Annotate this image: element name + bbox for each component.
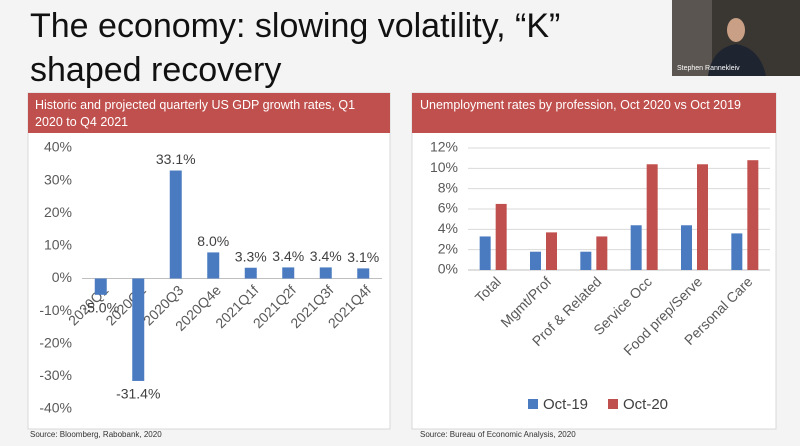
y-tick-label: 10% xyxy=(44,237,72,253)
speaker-head xyxy=(727,18,745,42)
video-wall xyxy=(672,0,712,76)
bar xyxy=(697,164,708,270)
y-tick-label: 8% xyxy=(438,179,458,195)
y-tick-label: 40% xyxy=(44,139,72,155)
bar xyxy=(731,233,743,270)
data-label: 3.3% xyxy=(235,248,267,264)
source-note: Source: Bloomberg, Rabobank, 2020 xyxy=(30,430,162,439)
bar xyxy=(132,278,145,381)
y-tick-label: -20% xyxy=(39,334,72,350)
legend-swatch xyxy=(608,399,618,409)
bar xyxy=(530,251,541,270)
bar xyxy=(319,267,332,279)
bar xyxy=(681,225,692,270)
legend-label: Oct-20 xyxy=(623,396,668,413)
legend-label: Oct-19 xyxy=(543,396,588,413)
y-tick-label: 4% xyxy=(438,220,458,236)
bar xyxy=(747,160,759,270)
y-tick-label: 0% xyxy=(52,269,72,285)
bar xyxy=(546,232,557,270)
y-tick-label: 6% xyxy=(438,200,458,216)
data-label: 3.4% xyxy=(310,248,342,264)
chart-header xyxy=(412,93,776,133)
bar xyxy=(495,203,507,270)
legend-swatch xyxy=(528,399,538,409)
bar xyxy=(357,268,370,279)
video-thumbnail: Stephen Rannekleiv xyxy=(672,0,800,76)
bar xyxy=(207,252,220,279)
bar xyxy=(244,267,257,279)
bar xyxy=(479,236,491,270)
chart-title: Historic and projected quarterly US GDP … xyxy=(35,98,356,129)
data-label: 33.1% xyxy=(156,151,196,167)
data-label: 3.4% xyxy=(272,248,304,264)
bar xyxy=(630,225,642,270)
chart-panel xyxy=(411,92,777,430)
data-label: 3.1% xyxy=(347,249,379,265)
source-note: Source: Bureau of Economic Analysis, 202… xyxy=(420,430,576,439)
y-tick-label: 2% xyxy=(438,240,458,256)
y-tick-label: -10% xyxy=(39,302,72,318)
data-label: 8.0% xyxy=(197,233,229,249)
bar xyxy=(169,170,182,279)
bar xyxy=(282,267,295,279)
y-tick-label: 30% xyxy=(44,171,72,187)
y-tick-label: 12% xyxy=(430,139,458,155)
y-tick-label: 10% xyxy=(430,159,458,175)
bar xyxy=(580,251,592,270)
y-tick-label: 20% xyxy=(44,204,72,220)
bar xyxy=(596,236,608,270)
y-tick-label: 0% xyxy=(438,261,458,277)
y-tick-label: -40% xyxy=(39,400,72,416)
speaker-name: Stephen Rannekleiv xyxy=(677,65,740,72)
speaker-body xyxy=(708,44,766,76)
data-label: -31.4% xyxy=(116,386,160,402)
chart-title: Unemployment rates by profession, Oct 20… xyxy=(420,98,741,112)
chart-header xyxy=(28,93,390,133)
data-label: -5.0% xyxy=(82,300,119,316)
bar xyxy=(646,164,658,270)
y-tick-label: -30% xyxy=(39,367,72,383)
slide-title: The economy: slowing volatility, “K” sha… xyxy=(30,7,561,89)
bar xyxy=(94,278,107,295)
